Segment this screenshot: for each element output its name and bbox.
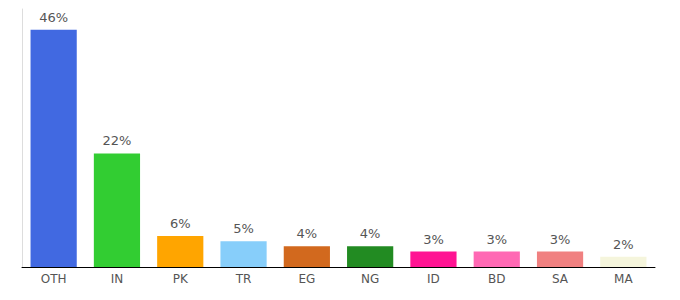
svg-text:4%: 4% [360,226,381,241]
svg-text:3%: 3% [486,232,507,247]
svg-text:OTH: OTH [41,272,67,286]
svg-text:46%: 46% [39,10,68,25]
svg-text:BD: BD [488,272,505,286]
svg-text:MA: MA [614,272,633,286]
svg-text:IN: IN [111,272,124,286]
svg-text:SA: SA [552,272,569,286]
svg-text:2%: 2% [613,237,634,252]
svg-text:6%: 6% [170,216,191,231]
svg-text:EG: EG [298,272,315,286]
svg-text:NG: NG [361,272,379,286]
svg-text:TR: TR [235,272,252,286]
svg-text:ID: ID [427,272,440,286]
svg-text:22%: 22% [102,133,131,148]
svg-text:5%: 5% [233,221,254,236]
svg-text:3%: 3% [423,232,444,247]
svg-text:3%: 3% [550,232,571,247]
svg-text:4%: 4% [297,226,318,241]
svg-text:PK: PK [173,272,189,286]
